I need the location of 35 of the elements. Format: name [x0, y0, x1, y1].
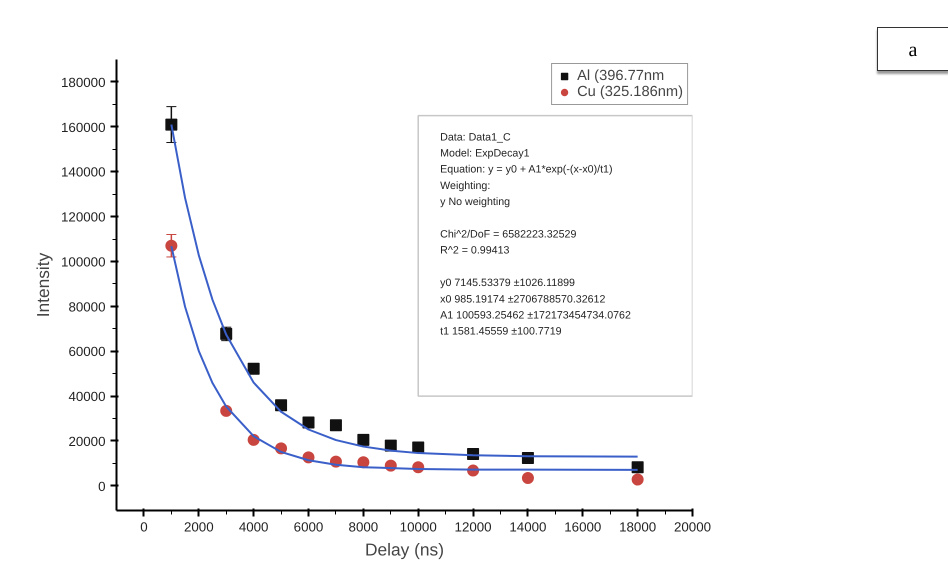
point [632, 474, 644, 486]
x-tick-label: 10000 [400, 520, 437, 534]
point [165, 118, 178, 131]
x-tick-label: 14000 [509, 520, 546, 534]
y-tick-label: 80000 [68, 299, 106, 314]
x-tick-label: 12000 [454, 520, 492, 534]
x-axis-title: Delay (ns) [365, 540, 444, 560]
y-tick-label: 100000 [61, 254, 106, 270]
y-tick-label: 20000 [68, 434, 106, 449]
y-tick-label: 0 [98, 478, 106, 494]
y-tick-label: 60000 [68, 344, 106, 360]
x-tick-label: 4000 [238, 520, 268, 534]
point [330, 419, 342, 432]
point [302, 416, 314, 429]
y-tick-label: 180000 [61, 74, 106, 90]
point [357, 434, 370, 446]
y-tick-label: 120000 [61, 210, 106, 225]
y-tick-label: 40000 [68, 389, 106, 404]
text: a [877, 27, 948, 71]
point [522, 472, 534, 484]
x-tick-label: 6000 [294, 520, 324, 534]
legend-label: Al (396.77nm [577, 68, 664, 84]
x-tick-label: 8000 [348, 520, 378, 534]
legend-label: Cu (325.186nm) [577, 84, 683, 100]
text: Data: Data1_C Model: ExpDecay1 Equation: y = y0 + A1*exp(-(x-x0)/t1) Weighting: y No weighting Chi^2/DoF = 6582223.32529 R^2 = 0.99413 y0 7145.53379 ±1026.11899 x0 985.19174 ±2706788570.32612 A1 100593.25462 ±172173454734.0762 t1 1581.45559 ±100.7719 [440, 131, 631, 338]
point [248, 362, 260, 375]
x-tick-label: 0 [140, 520, 148, 534]
y-axis-title: Intensity [33, 252, 54, 318]
y-tick-label: 140000 [61, 164, 106, 180]
x-tick-label: 20000 [674, 520, 712, 534]
y-tick-label: 160000 [61, 120, 106, 135]
point [632, 461, 644, 474]
x-tick-label: 2000 [184, 520, 214, 534]
x-tick-label: 16000 [564, 520, 602, 534]
x-tick-label: 18000 [619, 520, 656, 534]
